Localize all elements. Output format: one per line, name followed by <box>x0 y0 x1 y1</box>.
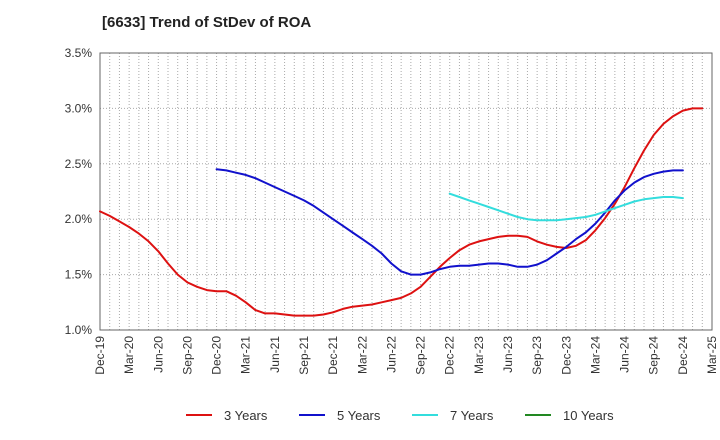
x-tick-label: Dec-20 <box>210 336 224 375</box>
y-axis: 1.0% 1.5% 2.0% 2.5% 3.0% 3.5% <box>65 46 93 337</box>
x-tick-label: Dec-24 <box>676 336 690 375</box>
grid-layer <box>99 53 713 330</box>
series-line-3-years <box>99 107 704 317</box>
series-layer <box>99 107 704 317</box>
x-tick-label: Mar-21 <box>239 336 253 374</box>
legend: 3 Years 5 Years 7 Years 10 Years <box>186 408 614 423</box>
legend-label-10-years: 10 Years <box>563 408 614 423</box>
y-tick-label: 3.0% <box>65 101 93 115</box>
x-tick-label: Dec-19 <box>93 336 107 375</box>
x-tick-label: Mar-23 <box>472 336 486 374</box>
x-tick-label: Sep-20 <box>180 336 194 375</box>
x-tick-label: Jun-20 <box>151 336 165 373</box>
x-tick-label: Jun-23 <box>501 336 515 373</box>
x-tick-label: Dec-23 <box>559 336 573 375</box>
x-axis: Dec-19 Mar-20 Jun-20 Sep-20 Dec-20 Mar-21 Jun-… <box>93 336 719 375</box>
series-line-7-years <box>448 192 684 222</box>
x-tick-label: Mar-25 <box>705 336 719 374</box>
y-tick-label: 2.5% <box>65 157 93 171</box>
legend-label-3-years: 3 Years <box>224 408 268 423</box>
chart-title: [6633] Trend of StDev of ROA <box>102 14 312 31</box>
x-tick-label: Dec-22 <box>443 336 457 375</box>
plot-frame <box>99 52 713 331</box>
y-tick-label: 3.5% <box>65 46 93 60</box>
x-tick-label: Sep-22 <box>414 336 428 375</box>
x-tick-label: Jun-21 <box>268 336 282 373</box>
legend-label-5-years: 5 Years <box>337 408 381 423</box>
x-tick-label: Mar-20 <box>122 336 136 374</box>
series-line-5-years <box>215 168 684 276</box>
x-tick-label: Mar-24 <box>588 336 602 374</box>
y-tick-label: 1.0% <box>65 323 93 337</box>
x-tick-label: Jun-22 <box>384 336 398 373</box>
x-tick-label: Sep-24 <box>647 336 661 375</box>
x-tick-label: Jun-24 <box>618 336 632 373</box>
x-tick-label: Mar-22 <box>355 336 369 374</box>
y-tick-label: 1.5% <box>65 268 93 282</box>
x-tick-label: Sep-21 <box>297 336 311 375</box>
y-tick-label: 2.0% <box>65 212 93 226</box>
legend-label-7-years: 7 Years <box>450 408 494 423</box>
x-tick-label: Dec-21 <box>326 336 340 375</box>
x-tick-label: Sep-23 <box>530 336 544 375</box>
